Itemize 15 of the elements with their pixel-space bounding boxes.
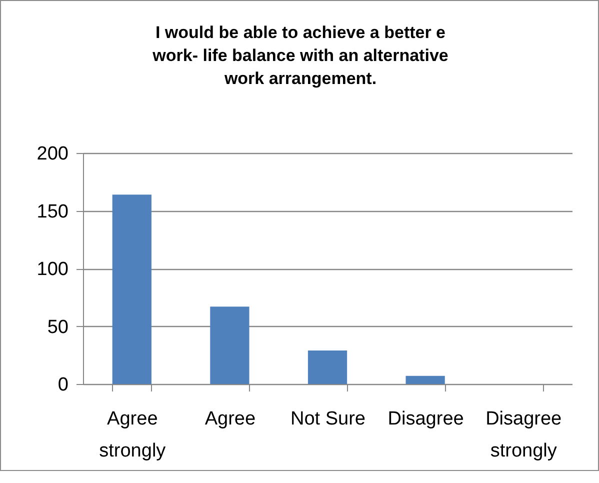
x-tick-label: Not Sure — [290, 408, 366, 430]
bar — [406, 376, 445, 384]
y-tick-label: 50 — [47, 316, 68, 338]
y-tick-label: 200 — [36, 144, 68, 164]
x-tick-label: Disagree strongly — [486, 408, 562, 462]
x-tick-label: Disagree — [388, 408, 464, 430]
bar — [112, 194, 152, 384]
y-tick-label: 150 — [36, 201, 68, 222]
bar — [210, 306, 250, 384]
bar — [308, 350, 348, 384]
y-tick-label: 100 — [36, 259, 68, 280]
chart-title: I would be able to achieve a better e work- life balance with an alternative work arrangement. — [152, 23, 448, 88]
x-tick-label: Agree strongly — [99, 408, 166, 462]
x-tick-label: Agree — [204, 408, 256, 430]
y-tick-label: 0 — [58, 374, 68, 396]
